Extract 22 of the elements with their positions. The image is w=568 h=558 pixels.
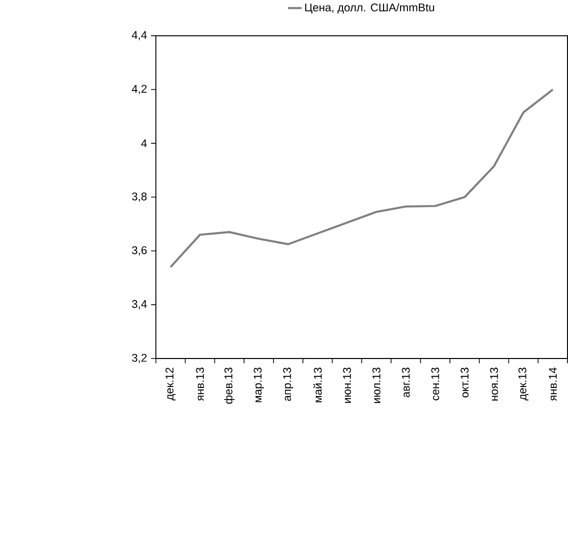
y-tick-label: 4,2 bbox=[132, 85, 147, 94]
x-tick-label: окт.13 bbox=[460, 368, 469, 398]
x-tick-label: июл.13 bbox=[372, 368, 380, 404]
y-tick-label: 3,4 bbox=[132, 300, 147, 310]
x-tick-label: мар.13 bbox=[254, 368, 264, 402]
y-tick-label: 4,4 bbox=[132, 31, 147, 41]
x-tick-label: янв.13 bbox=[196, 368, 204, 402]
x-tick-label: сен.13 bbox=[431, 368, 440, 401]
x-tick-label: май.13 bbox=[313, 368, 322, 402]
x-tick-label: ноя.13 bbox=[490, 368, 498, 401]
x-tick-label: дек.13 bbox=[518, 368, 528, 401]
x-tick-label: дек.12 bbox=[166, 368, 176, 401]
y-tick-label: 3,2 bbox=[132, 354, 147, 364]
x-tick-label: авг.13 bbox=[402, 368, 410, 398]
x-tick-label: апр.13 bbox=[283, 368, 294, 402]
x-tick-label: июн.13 bbox=[343, 368, 351, 404]
x-tick-label: фев.13 bbox=[224, 368, 235, 404]
legend-label: Цена, долл. США/mmBtu bbox=[305, 3, 434, 14]
y-tick-label: 3,8 bbox=[132, 192, 147, 202]
y-tick-label: 4 bbox=[141, 140, 147, 148]
x-tick-label: янв.14 bbox=[548, 368, 557, 402]
y-tick-label: 3,6 bbox=[132, 246, 147, 256]
